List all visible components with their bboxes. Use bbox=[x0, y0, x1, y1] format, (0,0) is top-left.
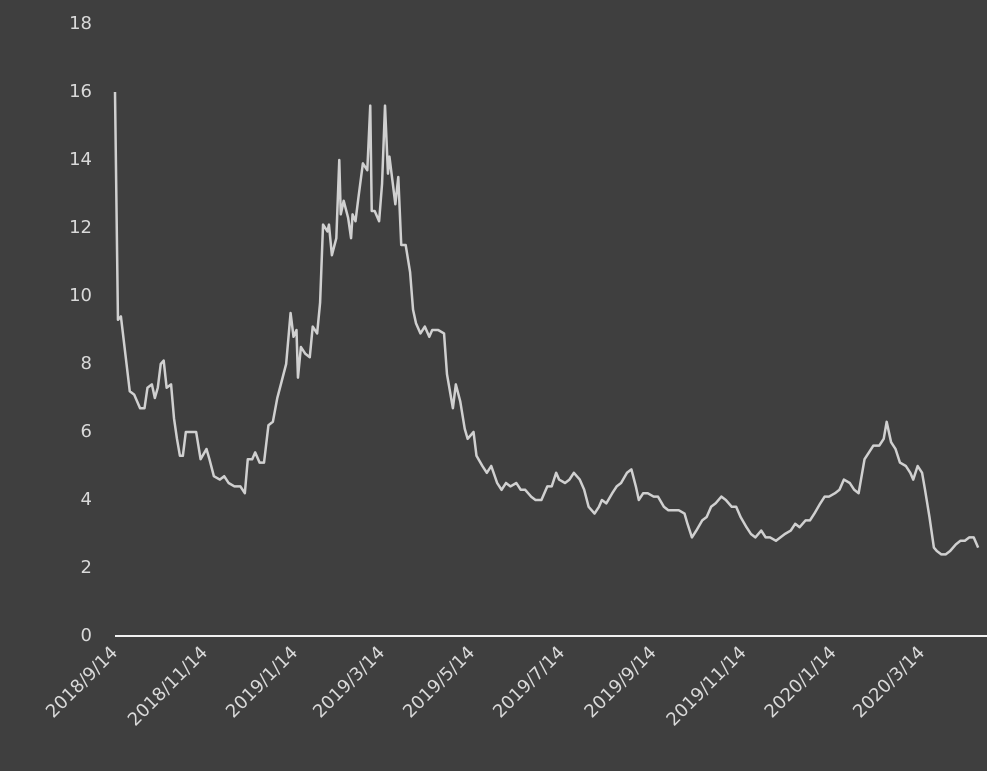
y-tick-label: 4 bbox=[81, 489, 92, 510]
y-tick-label: 2 bbox=[81, 557, 92, 578]
y-tick-label: 0 bbox=[81, 625, 92, 646]
y-tick-label: 6 bbox=[81, 421, 92, 442]
y-tick-label: 14 bbox=[69, 149, 92, 170]
y-tick-label: 12 bbox=[69, 217, 92, 238]
y-tick-label: 8 bbox=[81, 353, 92, 374]
y-tick-label: 18 bbox=[69, 13, 92, 34]
line bbox=[113, 91, 980, 556]
y-tick-label: 16 bbox=[69, 81, 92, 102]
y-tick-label: 10 bbox=[69, 285, 92, 306]
